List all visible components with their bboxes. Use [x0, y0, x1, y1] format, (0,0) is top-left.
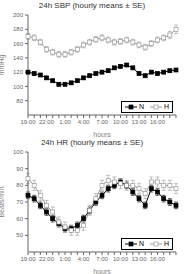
- svg-text:22:00: 22:00: [39, 256, 55, 262]
- svg-text:Beats/min: Beats/min: [0, 186, 5, 217]
- svg-text:50: 50: [16, 232, 23, 238]
- svg-text:16:00: 16:00: [150, 119, 166, 125]
- html-text:N: N: [138, 103, 144, 110]
- svg-text:19:00: 19:00: [20, 119, 36, 125]
- svg-text:7:00: 7:00: [96, 119, 108, 125]
- svg-text:19:00: 19:00: [20, 256, 36, 262]
- svg-text:4:00: 4:00: [78, 256, 90, 262]
- svg-text:100: 100: [13, 84, 24, 90]
- svg-text:80: 80: [16, 182, 23, 188]
- svg-text:160: 160: [13, 41, 24, 47]
- svg-text:1:00: 1:00: [59, 119, 71, 125]
- svg-text:mmHg: mmHg: [0, 55, 6, 76]
- svg-text:13:00: 13:00: [131, 256, 147, 262]
- html-text:H: H: [163, 103, 169, 110]
- svg-text:140: 140: [13, 55, 24, 61]
- svg-text:7:00: 7:00: [96, 256, 108, 262]
- html-text:24h SBP (hourly means ± SE): 24h SBP (hourly means ± SE): [38, 1, 146, 10]
- svg-text:180: 180: [13, 26, 24, 32]
- svg-text:16:00: 16:00: [150, 256, 166, 262]
- svg-text:100: 100: [13, 149, 24, 155]
- html-text:N: N: [138, 240, 144, 247]
- svg-text:hours: hours: [93, 268, 111, 274]
- svg-text:80: 80: [16, 98, 23, 104]
- html-text:H: H: [163, 240, 169, 247]
- svg-text:90: 90: [16, 166, 23, 172]
- svg-text:4:00: 4:00: [78, 119, 90, 125]
- svg-text:22:00: 22:00: [39, 119, 55, 125]
- svg-text:13:00: 13:00: [131, 119, 147, 125]
- svg-text:120: 120: [13, 69, 24, 75]
- svg-text:hours: hours: [93, 131, 111, 137]
- svg-text:60: 60: [16, 216, 23, 222]
- svg-text:10:00: 10:00: [113, 119, 129, 125]
- svg-text:10:00: 10:00: [113, 256, 129, 262]
- svg-text:70: 70: [16, 199, 23, 205]
- svg-text:1:00: 1:00: [59, 256, 71, 262]
- html-text:24h HR (hourly means ± SE): 24h HR (hourly means ± SE): [40, 138, 144, 147]
- svg-text:200: 200: [13, 12, 24, 18]
